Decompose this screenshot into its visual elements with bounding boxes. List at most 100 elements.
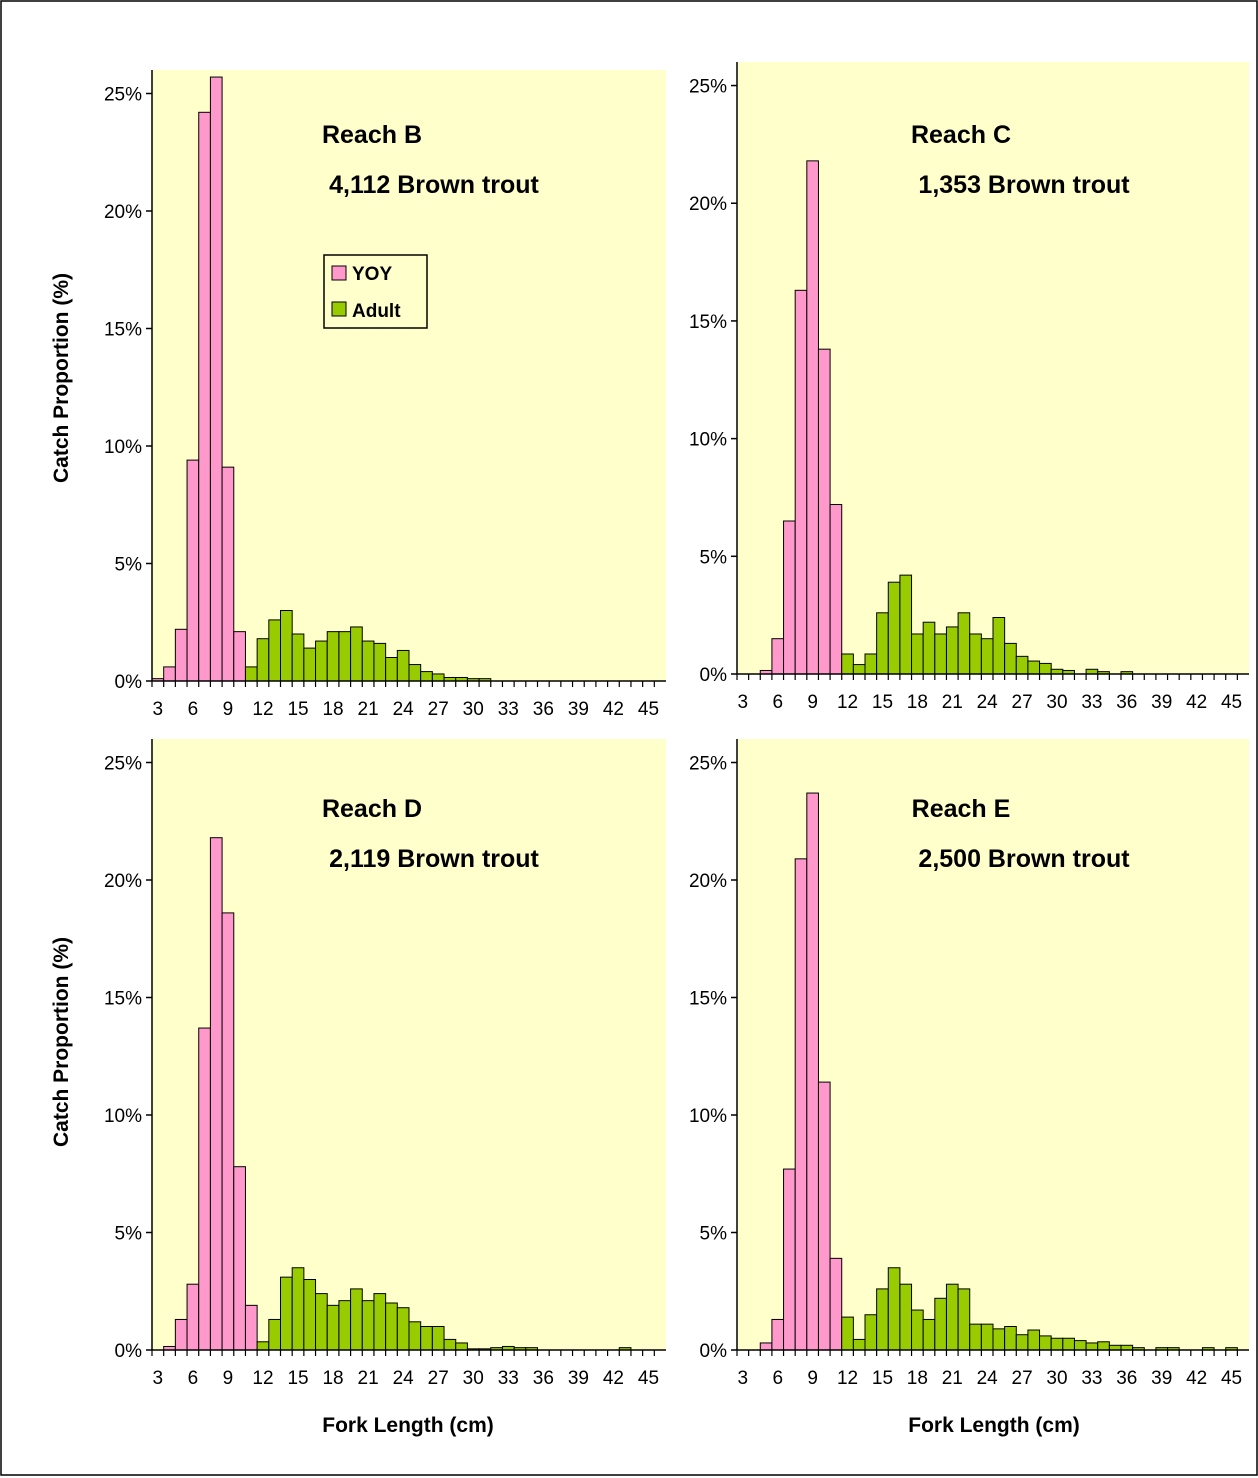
panel-subtitle: 4,112 Brown trout <box>329 171 539 199</box>
bar-adult-13 <box>852 1338 866 1351</box>
bar-adult-15 <box>876 1288 889 1351</box>
y-tick-label: 10% <box>104 437 142 458</box>
x-tick-label: 24 <box>977 692 999 713</box>
panel-title: Reach D <box>322 795 422 823</box>
plot-area <box>152 70 666 681</box>
bar-adult-24 <box>980 638 994 675</box>
x-tick-label: 21 <box>358 699 379 720</box>
bar-yoy-11 <box>829 1257 843 1351</box>
x-tick-label: 18 <box>322 699 343 720</box>
bar-yoy-8 <box>209 76 223 682</box>
bar-adult-21 <box>945 1283 959 1351</box>
bar-adult-30 <box>1050 1337 1064 1351</box>
bar-yoy-10 <box>233 1166 246 1351</box>
bar-adult-19 <box>338 1300 352 1351</box>
x-tick-label: 3 <box>738 692 749 713</box>
bar-adult-19 <box>922 1318 936 1351</box>
bar-adult-25 <box>992 617 1006 675</box>
y-tick-label: 15% <box>104 989 142 1010</box>
x-tick-label: 6 <box>772 1368 783 1389</box>
x-tick-label: 45 <box>1221 1368 1242 1389</box>
bar-adult-27 <box>431 673 445 682</box>
x-tick-label: 36 <box>533 1368 554 1389</box>
bar-adult-16 <box>887 1267 901 1351</box>
x-tick-label: 18 <box>322 1368 343 1389</box>
x-tick-label: 9 <box>807 692 818 713</box>
x-tick-label: 24 <box>393 1368 415 1389</box>
bar-yoy-10 <box>817 1081 831 1351</box>
bar-adult-32 <box>1073 1340 1087 1351</box>
bar-adult-18 <box>911 633 924 675</box>
bar-adult-33 <box>1085 1342 1099 1351</box>
bar-adult-24 <box>396 649 410 682</box>
bar-adult-18 <box>326 1304 340 1351</box>
y-tick-label: 5% <box>700 1224 728 1245</box>
y-tick-label: 25% <box>689 77 727 98</box>
x-tick-label: 12 <box>837 692 858 713</box>
panel-title: Reach C <box>911 121 1011 149</box>
x-tick-label: 27 <box>1012 692 1033 713</box>
x-tick-label: 27 <box>428 699 449 720</box>
panel-reach-e: 0%5%10%15%20%25%3 6 9 12 15 18 21 24 27 30 33 36 39 4… <box>689 739 1249 1389</box>
x-tick-label: 6 <box>188 699 199 720</box>
y-tick-label: 20% <box>104 202 142 223</box>
x-tick-label: 12 <box>837 1368 858 1389</box>
bar-adult-13 <box>268 1318 282 1351</box>
x-tick-label: 42 <box>603 699 624 720</box>
x-tick-label: 36 <box>1116 692 1137 713</box>
bar-adult-34 <box>1097 1341 1110 1351</box>
x-tick-label: 24 <box>977 1368 999 1389</box>
bar-adult-20 <box>350 1288 363 1351</box>
y-axis-label-top: Catch Proportion (%) <box>50 273 73 483</box>
panel-subtitle: 2,119 Brown trout <box>329 845 539 873</box>
bar-adult-12 <box>256 1341 270 1351</box>
x-tick-label: 15 <box>287 1368 308 1389</box>
panel-reach-b: 0%5%10%15%20%25%3 6 9 12 15 18 21 24 27 30 33 36 39 4… <box>104 70 666 720</box>
x-tick-label: 9 <box>223 699 234 720</box>
y-tick-label: 25% <box>104 85 142 106</box>
x-tick-label: 12 <box>252 699 273 720</box>
bar-yoy-9 <box>806 160 819 675</box>
bar-adult-19 <box>338 631 352 682</box>
bar-adult-28 <box>1027 660 1041 675</box>
panel-title: Reach B <box>322 121 422 149</box>
x-tick-label: 36 <box>1116 1368 1137 1389</box>
y-tick-label: 5% <box>115 555 143 576</box>
bar-adult-14 <box>280 1276 293 1351</box>
x-tick-label: 6 <box>188 1368 199 1389</box>
x-tick-label: 42 <box>603 1368 624 1389</box>
bar-yoy-6 <box>771 638 785 675</box>
bar-adult-12 <box>256 638 270 682</box>
bar-yoy-7 <box>783 1168 796 1351</box>
x-tick-label: 18 <box>907 1368 928 1389</box>
y-tick-label: 15% <box>689 989 727 1010</box>
bar-adult-28 <box>1027 1329 1041 1351</box>
bar-adult-25 <box>992 1328 1006 1351</box>
y-tick-label: 0% <box>115 1341 143 1362</box>
bar-adult-16 <box>303 647 317 682</box>
bar-adult-29 <box>455 1342 468 1351</box>
x-tick-label: 9 <box>807 1368 818 1389</box>
bar-adult-15 <box>291 1267 305 1351</box>
bar-adult-29 <box>1039 662 1052 675</box>
bar-adult-24 <box>980 1323 994 1351</box>
y-tick-label: 10% <box>689 430 727 451</box>
x-tick-label: 33 <box>498 699 519 720</box>
x-tick-label: 21 <box>942 692 963 713</box>
bar-adult-21 <box>361 1300 375 1351</box>
bar-yoy-11 <box>829 504 843 675</box>
bar-yoy-8 <box>209 837 223 1351</box>
bar-adult-14 <box>864 1314 878 1351</box>
x-tick-label: 21 <box>358 1368 379 1389</box>
bar-adult-22 <box>373 642 387 682</box>
x-axis-label-left: Fork Length (cm) <box>322 1414 494 1437</box>
y-tick-label: 0% <box>115 672 143 693</box>
bar-adult-23 <box>969 1323 982 1351</box>
bar-adult-15 <box>291 633 305 682</box>
bar-adult-23 <box>385 657 398 682</box>
x-axis-label-right: Fork Length (cm) <box>908 1414 1080 1437</box>
x-tick-label: 3 <box>738 1368 749 1389</box>
x-tick-label: 33 <box>1081 1368 1102 1389</box>
bar-yoy-9 <box>221 912 235 1351</box>
panel-reach-c: 0%5%10%15%20%25%3 6 9 12 15 18 21 24 27 30 33 36 39 4… <box>689 62 1249 713</box>
